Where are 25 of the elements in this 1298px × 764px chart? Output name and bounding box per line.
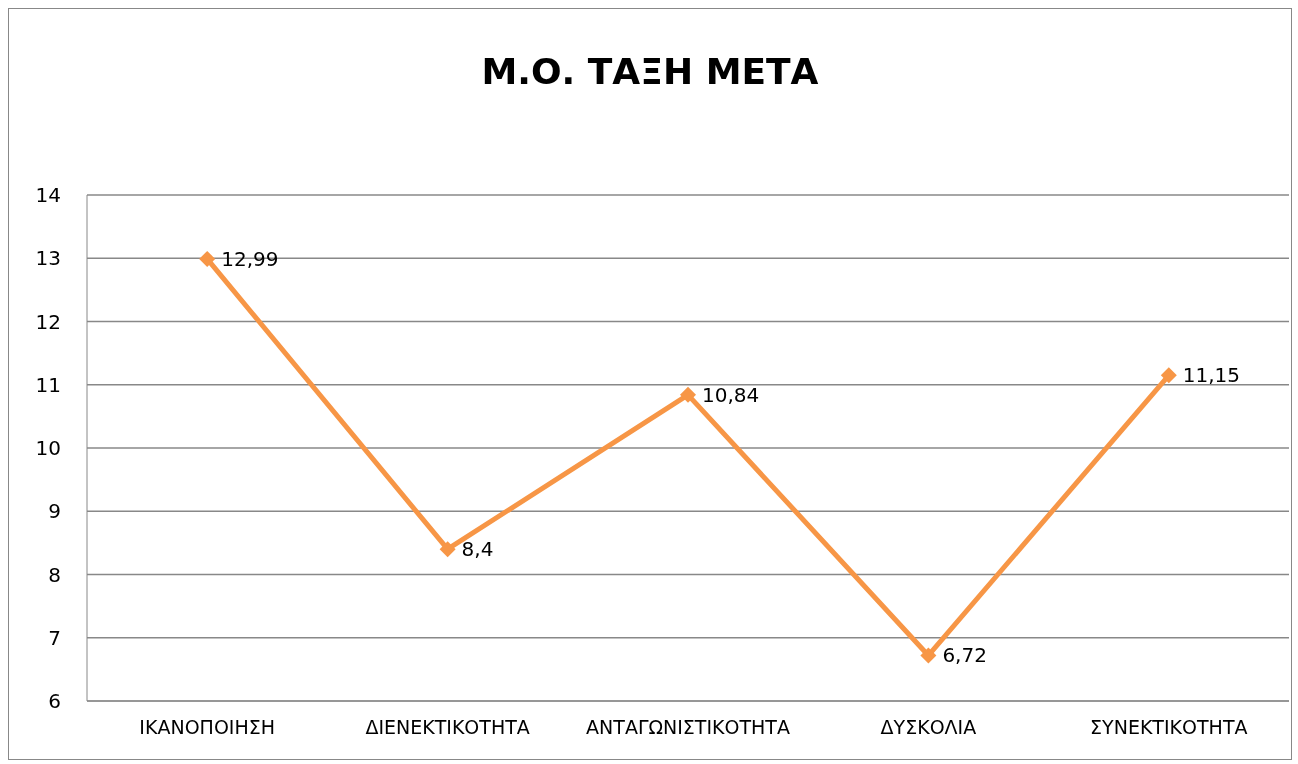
data-label: 10,84 [702, 382, 760, 407]
data-label: 11,15 [1182, 363, 1241, 388]
y-tick-label: 11 [35, 372, 61, 397]
point [439, 541, 456, 558]
y-tick-label: 13 [35, 246, 61, 271]
y-tick-label: 9 [48, 499, 61, 524]
point [199, 250, 216, 267]
y-tick-label: 7 [48, 625, 61, 650]
x-tick-label: ΙΚΑΝΟΠΟΙΗΣΗ [139, 716, 276, 739]
y-tick-label: 12 [35, 309, 61, 334]
x-tick-label: ΑΝΤΑΓΩΝΙΣΤΙΚΟΤΗΤΑ [586, 716, 790, 739]
x-tick-label: ΔΥΣΚΟΛΙΑ [880, 716, 977, 739]
y-tick-label: 8 [48, 562, 61, 587]
y-tick-label: 6 [48, 689, 61, 714]
y-tick-label: 10 [35, 436, 61, 461]
point [1160, 367, 1177, 384]
data-label: 12,99 [221, 246, 279, 271]
x-tick-label: ΣΥΝΕΚΤΙΚΟΤΗΤΑ [1090, 716, 1248, 739]
y-tick-label: 14 [35, 183, 61, 208]
point [680, 386, 696, 403]
point [920, 647, 937, 664]
data-label: 8,4 [461, 537, 494, 562]
chart-title: Μ.Ο. ΤΑΞΗ ΜΕΤΑ [480, 50, 820, 94]
x-tick-label: ΔΙΕΝΕΚΤΙΚΟΤΗΤΑ [365, 716, 530, 739]
data-label: 6,72 [942, 643, 987, 668]
